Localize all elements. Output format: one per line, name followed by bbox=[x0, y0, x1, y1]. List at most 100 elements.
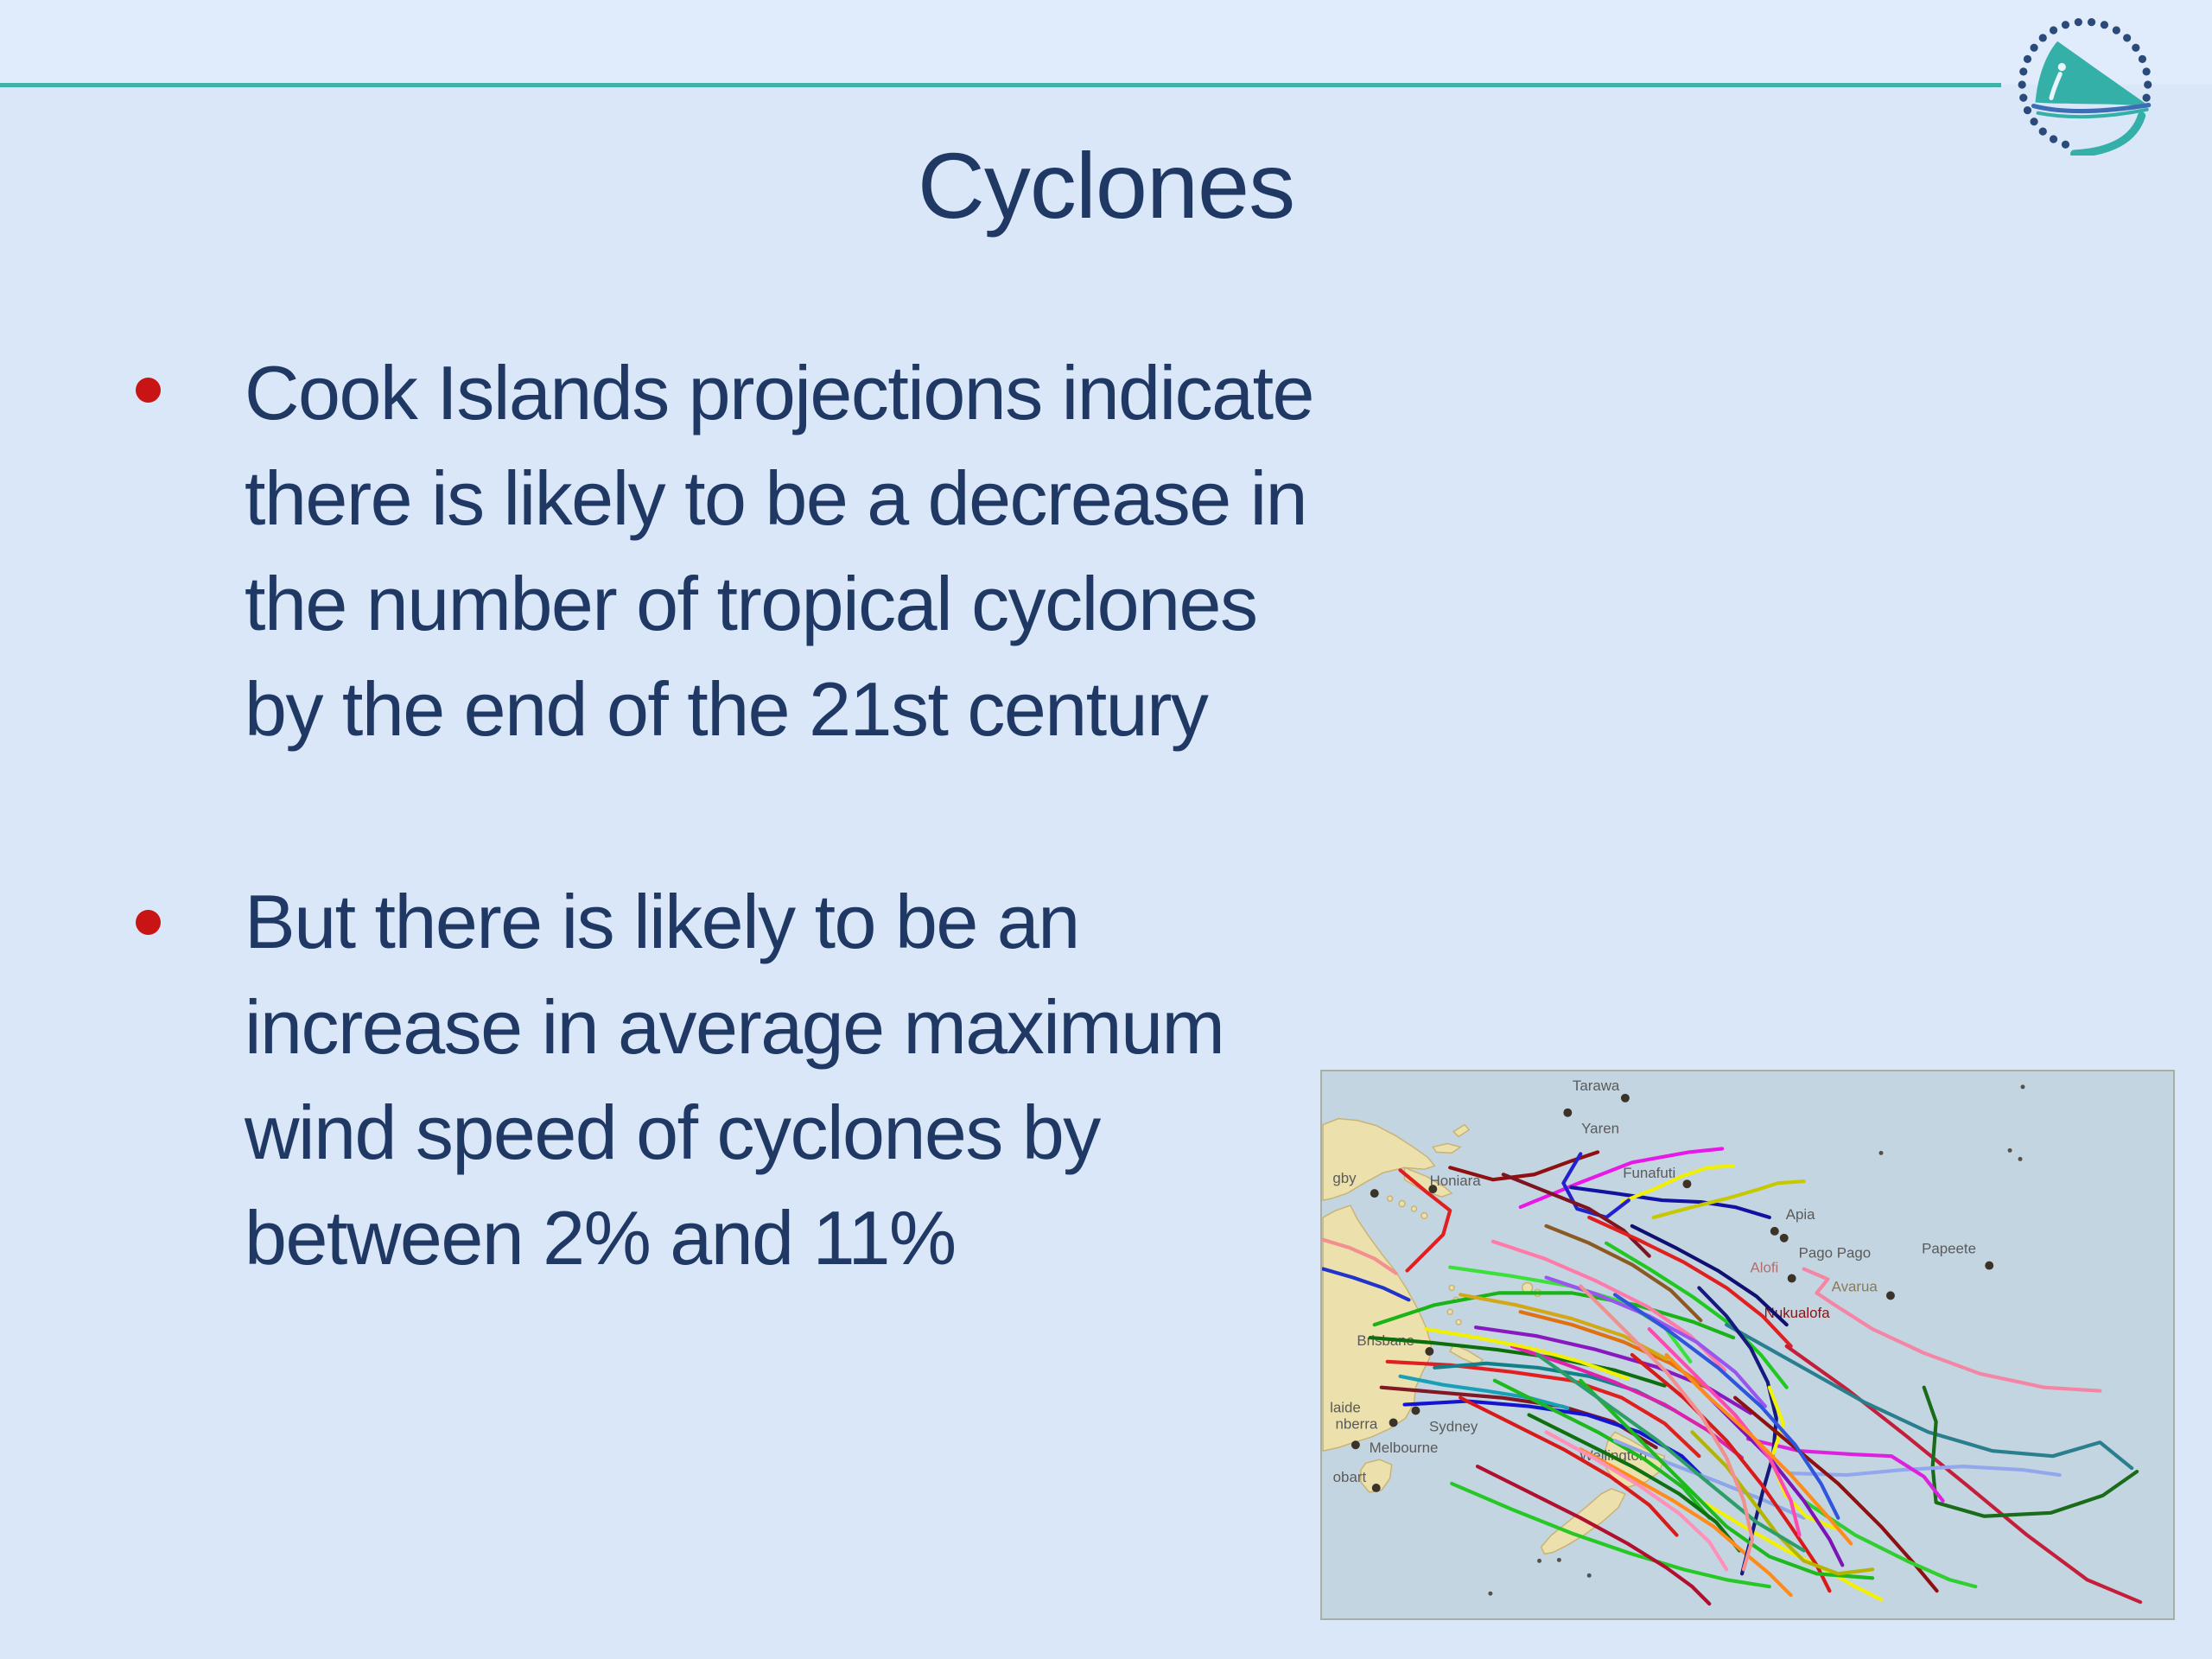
cyclone-track bbox=[1579, 1378, 1875, 1580]
logo-ring-dot bbox=[2100, 21, 2109, 29]
logo-ring-dot bbox=[2061, 140, 2070, 149]
cyclone-track bbox=[1492, 1378, 1712, 1520]
cyclone-track bbox=[1802, 1267, 2102, 1393]
map-speck bbox=[2018, 1156, 2023, 1161]
png-tail-landmass bbox=[1403, 1166, 1453, 1198]
city-label: Avarua bbox=[1832, 1278, 1878, 1294]
logo-ring-dot bbox=[2087, 18, 2096, 27]
bullet-marker-1 bbox=[136, 378, 161, 403]
city-dot bbox=[1770, 1226, 1779, 1236]
cyclone-track bbox=[1473, 1325, 1753, 1415]
city-label: laide bbox=[1330, 1400, 1361, 1416]
map-speck bbox=[1556, 1557, 1561, 1562]
cyclone-track bbox=[1651, 1179, 1806, 1220]
map-speck bbox=[1878, 1150, 1884, 1155]
bullet-2-line-3: wind speed of cyclones by bbox=[245, 1090, 1101, 1175]
logo-ring-dot bbox=[2049, 26, 2058, 35]
logo-ring-dot bbox=[2132, 43, 2140, 52]
new-britain-island bbox=[1432, 1142, 1462, 1154]
logo-ring-dot bbox=[2138, 54, 2147, 64]
city-dot bbox=[1389, 1418, 1398, 1427]
logo-ring-dot bbox=[2023, 105, 2032, 115]
cyclone-track bbox=[1527, 1413, 1742, 1553]
logo-ring-dot bbox=[2030, 118, 2038, 126]
map-speck bbox=[2020, 1084, 2025, 1090]
logo-ring-dot bbox=[2019, 93, 2028, 102]
cyclone-tracks-map: Tarawa Yaren Funafuti Apia Pago Pago Alofi Ava… bbox=[1320, 1070, 2175, 1620]
cyclone-track bbox=[1725, 1323, 2134, 1471]
logo-mast-slash-icon bbox=[2049, 72, 2063, 100]
cyclone-track bbox=[1398, 1374, 1570, 1410]
city-dot bbox=[1371, 1483, 1381, 1492]
cyclone-track bbox=[1745, 1437, 1945, 1503]
cyclone-track bbox=[1459, 1395, 1679, 1537]
cyclone-track bbox=[1922, 1385, 2139, 1518]
vanuatu-island bbox=[1446, 1308, 1453, 1315]
logo-ring-dot bbox=[2112, 26, 2120, 35]
logo-dotted-ring bbox=[2018, 18, 2152, 149]
solomon-island bbox=[1386, 1195, 1394, 1202]
bullet-1-line-1: Cook Islands projections indicate bbox=[245, 350, 1314, 435]
bullet-1-line-4: by the end of the 21st century bbox=[245, 666, 1209, 752]
logo-ring-dot bbox=[2038, 127, 2047, 136]
logo-ring-dot bbox=[2142, 67, 2151, 76]
cyclone-track bbox=[1561, 1152, 1630, 1220]
city-label: nberra bbox=[1335, 1415, 1377, 1432]
city-dot bbox=[1563, 1108, 1573, 1117]
cyclone-track bbox=[1322, 1237, 1398, 1275]
cyclone-track bbox=[1424, 1327, 1630, 1381]
cyclone-track bbox=[1398, 1168, 1452, 1273]
logo-ring-dot bbox=[2018, 80, 2026, 89]
city-dot bbox=[1885, 1291, 1895, 1300]
solomon-island bbox=[1398, 1199, 1406, 1208]
logo-wave-teal-icon bbox=[2036, 107, 2149, 119]
bullet-1-text: Cook Islands projections indicate there … bbox=[245, 340, 1471, 762]
sail-and-wave-dotted-circle-logo-icon bbox=[2016, 14, 2158, 158]
bullet-marker-2 bbox=[136, 910, 161, 935]
logo-ring-dot bbox=[2061, 21, 2070, 29]
cyclone-track bbox=[1544, 1430, 1729, 1572]
cyclone-track bbox=[1697, 1286, 1778, 1576]
bullet-1-line-3: the number of tropical cyclones bbox=[245, 561, 1258, 646]
cyclone-track bbox=[1535, 1352, 1806, 1553]
tasmania-island bbox=[1360, 1459, 1393, 1493]
logo-svg bbox=[2018, 18, 2152, 158]
city-dot bbox=[1682, 1179, 1692, 1189]
cyclone-track bbox=[1604, 1241, 1789, 1389]
logo-ring-dot bbox=[2038, 34, 2047, 42]
cyclone-track bbox=[1784, 1344, 2143, 1605]
cyclone-track bbox=[1569, 1185, 1771, 1220]
new-guinea-landmass bbox=[1322, 1117, 1436, 1201]
map-small-islands bbox=[1488, 1084, 2025, 1596]
city-dot bbox=[1370, 1189, 1379, 1198]
solomon-island bbox=[1410, 1205, 1418, 1212]
logo-ring-dot bbox=[2049, 135, 2058, 143]
cyclone-track bbox=[1579, 1284, 1755, 1572]
bullet-2-text: But there is likely to be an increase in… bbox=[245, 869, 1471, 1291]
logo-sail-icon bbox=[2035, 41, 2151, 107]
city-label: Alofi bbox=[1750, 1260, 1778, 1276]
city-label: Sydney bbox=[1429, 1418, 1478, 1434]
city-label: gby bbox=[1332, 1170, 1357, 1186]
teal-divider-line bbox=[0, 83, 2001, 87]
cyclone-track bbox=[1733, 1395, 1939, 1593]
cyclone-tracks-map-svg: Tarawa Yaren Funafuti Apia Pago Pago Alofi Ava… bbox=[1322, 1071, 2172, 1618]
cyclone-track bbox=[1789, 1465, 2062, 1478]
cyclone-track bbox=[1619, 1164, 1736, 1205]
vanuatu-island bbox=[1448, 1284, 1455, 1292]
logo-ring-dot bbox=[2074, 18, 2082, 27]
cyclone-track bbox=[1518, 1147, 1725, 1210]
cyclone-track bbox=[1322, 1267, 1411, 1302]
cyclone-track bbox=[1630, 1224, 1789, 1327]
logo-ring-dot bbox=[2142, 93, 2151, 102]
logo-wave-blue-icon bbox=[2031, 103, 2152, 114]
cyclone-track bbox=[1475, 1465, 1712, 1606]
new-ireland-island bbox=[1452, 1123, 1471, 1138]
logo-ring-dot bbox=[2023, 54, 2032, 64]
city-dot bbox=[1787, 1274, 1796, 1283]
logo-ring-dot bbox=[2123, 34, 2132, 42]
bullet-2-line-4: between 2% and 11% bbox=[245, 1195, 957, 1281]
cyclone-track bbox=[1612, 1293, 1840, 1520]
city-label: Pago Pago bbox=[1799, 1245, 1872, 1262]
city-dot bbox=[1620, 1093, 1630, 1103]
